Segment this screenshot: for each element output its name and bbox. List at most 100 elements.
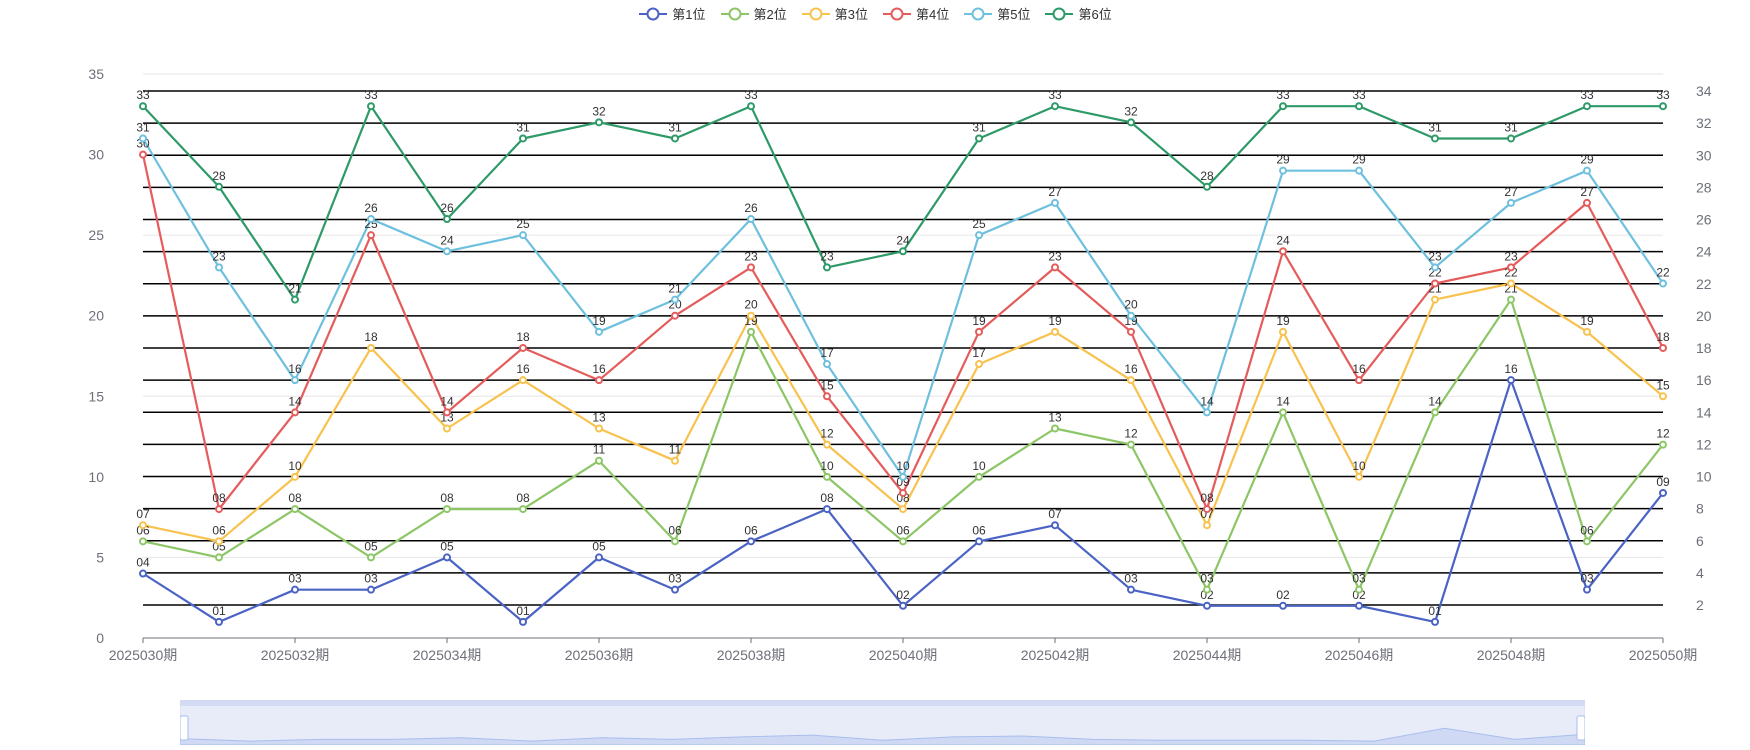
- data-point[interactable]: [1279, 247, 1287, 256]
- data-point[interactable]: [1051, 521, 1059, 530]
- data-point[interactable]: [1127, 376, 1135, 385]
- legend-item-5[interactable]: 第5位: [963, 4, 1030, 23]
- data-point[interactable]: [367, 215, 375, 224]
- data-point[interactable]: [1279, 408, 1287, 417]
- data-point[interactable]: [139, 134, 147, 143]
- data-point[interactable]: [1051, 424, 1059, 433]
- data-point[interactable]: [595, 118, 603, 127]
- data-point[interactable]: [899, 472, 907, 481]
- data-point[interactable]: [1051, 198, 1059, 207]
- data-point[interactable]: [975, 327, 983, 336]
- data-point[interactable]: [215, 505, 223, 514]
- data-point[interactable]: [1431, 134, 1439, 143]
- legend-item-4[interactable]: 第4位: [882, 4, 949, 23]
- data-point[interactable]: [1279, 327, 1287, 336]
- data-point[interactable]: [139, 569, 147, 578]
- data-point[interactable]: [975, 537, 983, 546]
- data-point[interactable]: [139, 102, 147, 111]
- data-point[interactable]: [291, 505, 299, 514]
- data-point[interactable]: [823, 440, 831, 449]
- data-point[interactable]: [1431, 263, 1439, 272]
- data-point[interactable]: [1203, 408, 1211, 417]
- data-point[interactable]: [367, 585, 375, 594]
- data-point[interactable]: [443, 553, 451, 562]
- data-point[interactable]: [823, 472, 831, 481]
- data-point[interactable]: [975, 472, 983, 481]
- data-point[interactable]: [519, 376, 527, 385]
- data-point[interactable]: [367, 231, 375, 240]
- zoom-top-bar[interactable]: [180, 700, 1585, 706]
- data-point[interactable]: [1507, 295, 1515, 304]
- data-point[interactable]: [747, 102, 755, 111]
- data-point[interactable]: [519, 617, 527, 626]
- data-point[interactable]: [747, 215, 755, 224]
- data-point[interactable]: [1507, 198, 1515, 207]
- data-point[interactable]: [1583, 327, 1591, 336]
- data-point[interactable]: [1431, 295, 1439, 304]
- data-point[interactable]: [1659, 343, 1667, 352]
- data-point[interactable]: [595, 376, 603, 385]
- data-point[interactable]: [443, 408, 451, 417]
- data-point[interactable]: [747, 263, 755, 272]
- data-point[interactable]: [671, 585, 679, 594]
- data-point[interactable]: [823, 360, 831, 369]
- data-point[interactable]: [291, 376, 299, 385]
- data-point[interactable]: [367, 102, 375, 111]
- data-point[interactable]: [671, 311, 679, 320]
- data-point[interactable]: [747, 311, 755, 320]
- data-point[interactable]: [747, 327, 755, 336]
- legend-item-2[interactable]: 第2位: [720, 4, 787, 23]
- data-point[interactable]: [823, 263, 831, 272]
- data-point[interactable]: [1583, 537, 1591, 546]
- data-point[interactable]: [1051, 102, 1059, 111]
- data-point[interactable]: [519, 231, 527, 240]
- data-point[interactable]: [291, 408, 299, 417]
- data-point[interactable]: [1279, 102, 1287, 111]
- data-point[interactable]: [215, 263, 223, 272]
- data-point[interactable]: [215, 553, 223, 562]
- data-point[interactable]: [1203, 182, 1211, 191]
- data-point[interactable]: [1127, 440, 1135, 449]
- data-point[interactable]: [1355, 102, 1363, 111]
- data-point[interactable]: [1507, 279, 1515, 288]
- data-point[interactable]: [975, 360, 983, 369]
- data-point[interactable]: [443, 505, 451, 514]
- data-point[interactable]: [1127, 327, 1135, 336]
- data-point[interactable]: [519, 505, 527, 514]
- legend-item-6[interactable]: 第6位: [1044, 4, 1112, 23]
- data-point[interactable]: [899, 601, 907, 610]
- data-point[interactable]: [291, 585, 299, 594]
- data-point[interactable]: [139, 150, 147, 159]
- data-point[interactable]: [443, 424, 451, 433]
- data-point[interactable]: [1583, 102, 1591, 111]
- data-point[interactable]: [1279, 601, 1287, 610]
- data-point[interactable]: [975, 231, 983, 240]
- data-point[interactable]: [291, 295, 299, 304]
- data-point[interactable]: [519, 343, 527, 352]
- data-point[interactable]: [671, 134, 679, 143]
- data-point[interactable]: [595, 424, 603, 433]
- data-point[interactable]: [1583, 585, 1591, 594]
- data-point[interactable]: [1431, 617, 1439, 626]
- data-point[interactable]: [1355, 376, 1363, 385]
- data-point[interactable]: [215, 182, 223, 191]
- data-point[interactable]: [519, 134, 527, 143]
- data-point[interactable]: [139, 521, 147, 530]
- zoom-handle-right[interactable]: [1576, 715, 1585, 741]
- data-point[interactable]: [671, 295, 679, 304]
- data-point[interactable]: [1507, 376, 1515, 385]
- data-point[interactable]: [975, 134, 983, 143]
- data-point[interactable]: [1659, 102, 1667, 111]
- data-point[interactable]: [595, 456, 603, 465]
- legend-item-3[interactable]: 第3位: [801, 4, 868, 23]
- data-point[interactable]: [1355, 585, 1363, 594]
- data-point[interactable]: [747, 537, 755, 546]
- data-point[interactable]: [443, 215, 451, 224]
- data-point[interactable]: [215, 617, 223, 626]
- data-point[interactable]: [899, 537, 907, 546]
- data-point[interactable]: [1431, 279, 1439, 288]
- data-point[interactable]: [1583, 166, 1591, 175]
- data-point[interactable]: [1431, 408, 1439, 417]
- data-point[interactable]: [291, 472, 299, 481]
- data-point[interactable]: [1203, 585, 1211, 594]
